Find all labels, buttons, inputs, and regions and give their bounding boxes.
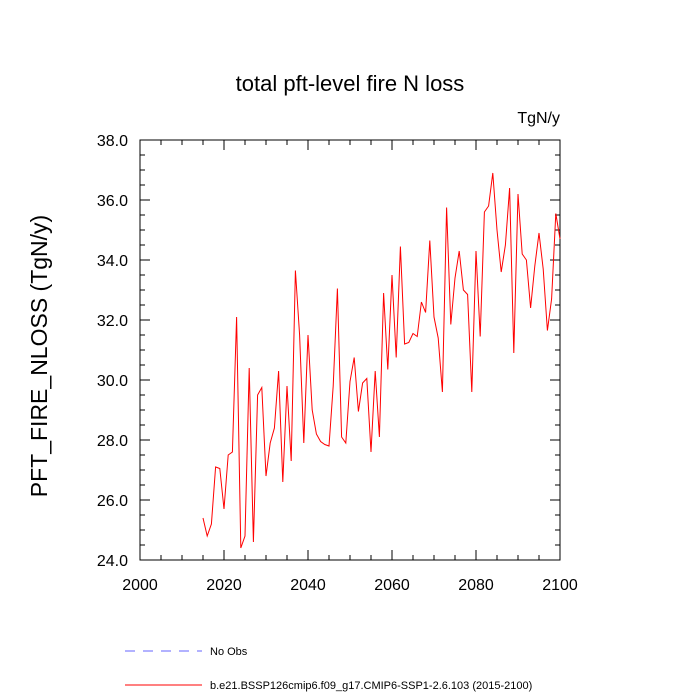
units-label: TgN/y: [517, 110, 560, 127]
legend: No Obs b.e21.BSSP126cmip6.f09_g17.CMIP6-S…: [125, 646, 532, 692]
y-tick-label: 34.0: [97, 253, 128, 270]
series-line-0: [202, 172, 561, 549]
x-tick-label: 2080: [458, 577, 494, 594]
y-tick-label: 26.0: [97, 493, 128, 510]
y-tick-label: 24.0: [97, 553, 128, 570]
x-tick-label: 2000: [122, 577, 158, 594]
y-tick-label: 36.0: [97, 193, 128, 210]
plot-frame: [139, 139, 561, 561]
x-tick-label: 2060: [374, 577, 410, 594]
x-tick-label: 2100: [542, 577, 578, 594]
y-tick-label: 30.0: [97, 373, 128, 390]
series-lines: [202, 172, 561, 549]
axes: 2000 2020 2040 2060 2080 2100 24.0 26.0 28.0 30.0…: [97, 133, 578, 594]
y-axis-label: PFT_FIRE_NLOSS (TgN/y): [26, 215, 52, 497]
legend-entry-label: b.e21.BSSP126cmip6.f09_g17.CMIP6-SSP1-2.…: [210, 680, 532, 692]
chart-title: total pft-level fire N loss: [236, 71, 465, 96]
legend-entry-label: No Obs: [210, 646, 248, 658]
x-tick-label: 2040: [290, 577, 326, 594]
y-tick-label: 28.0: [97, 433, 128, 450]
y-tick-label: 38.0: [97, 133, 128, 150]
x-tick-label: 2020: [206, 577, 242, 594]
y-tick-label: 32.0: [97, 313, 128, 330]
